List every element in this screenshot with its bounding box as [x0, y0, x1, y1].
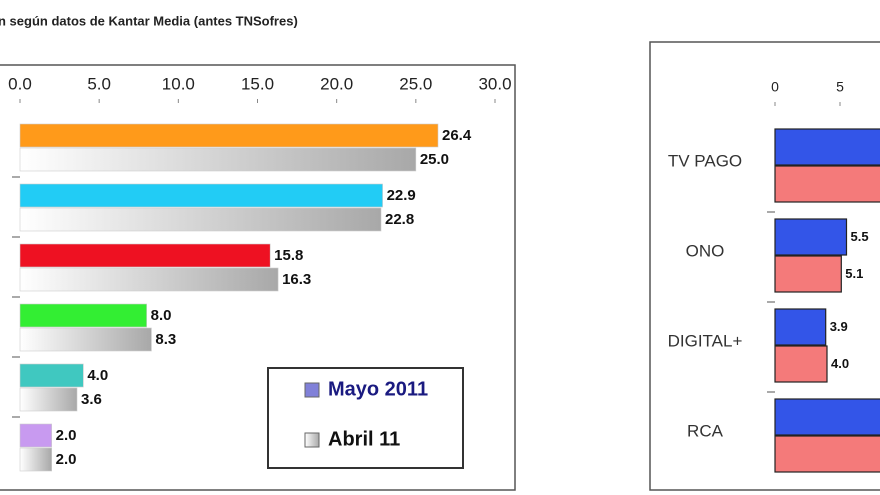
bar [774, 128, 880, 166]
bar [19, 207, 382, 232]
bar [19, 243, 271, 268]
x-tick-label: 20.0 [320, 74, 353, 93]
subtitle: n según datos de Kantar Media (antes TNS… [0, 13, 298, 28]
legend-swatch [304, 382, 320, 398]
value-label: 15.8 [274, 247, 303, 264]
value-label: 8.0 [151, 307, 172, 324]
x-tick-label: 30.0 [478, 74, 511, 93]
bar [774, 165, 880, 203]
bar [19, 327, 152, 352]
legend-swatch [304, 432, 320, 448]
plot-frame [0, 64, 516, 491]
category-label: RCA [687, 421, 724, 440]
bar [774, 308, 827, 346]
value-label: 8.3 [155, 331, 176, 348]
value-label: 5.5 [851, 229, 869, 244]
category-label: TV PAGO [668, 151, 742, 170]
bar [774, 345, 828, 383]
x-tick-label: 25.0 [399, 74, 432, 93]
bar [19, 183, 383, 208]
value-label: 4.0 [831, 356, 849, 371]
value-label: 3.6 [81, 391, 102, 408]
x-tick-label: 5 [836, 79, 844, 95]
x-tick-label: 10.0 [162, 74, 195, 93]
value-label: 4.0 [87, 367, 108, 384]
bar [774, 255, 842, 293]
x-tick-label: 0.0 [8, 74, 32, 93]
value-label: 22.8 [385, 211, 414, 228]
bar [774, 435, 880, 473]
legend-label: Mayo 2011 [328, 378, 428, 400]
value-label: 2.0 [56, 451, 77, 468]
category-label: ONO [686, 241, 725, 260]
x-tick-label: 0 [771, 79, 779, 95]
value-label: 16.3 [282, 271, 311, 288]
bar [19, 447, 52, 472]
bar [19, 303, 147, 328]
x-tick-label: 5.0 [87, 74, 111, 93]
bar [19, 147, 417, 172]
bar [774, 218, 848, 256]
value-label: 25.0 [420, 151, 449, 168]
value-label: 2.0 [56, 427, 77, 444]
bar [19, 423, 52, 448]
value-label: 22.9 [387, 187, 416, 204]
value-label: 3.9 [830, 319, 848, 334]
bar [19, 387, 78, 412]
value-label: 5.1 [845, 266, 863, 281]
category-label: DIGITAL+ [668, 331, 743, 350]
bar [19, 363, 84, 388]
bar [774, 398, 880, 436]
value-label: 26.4 [442, 127, 472, 144]
bar [19, 123, 439, 148]
bar [19, 267, 279, 292]
x-tick-label: 15.0 [241, 74, 274, 93]
legend-box [267, 367, 464, 469]
plot-frame [649, 41, 880, 491]
legend-label: Abril 11 [328, 428, 400, 450]
